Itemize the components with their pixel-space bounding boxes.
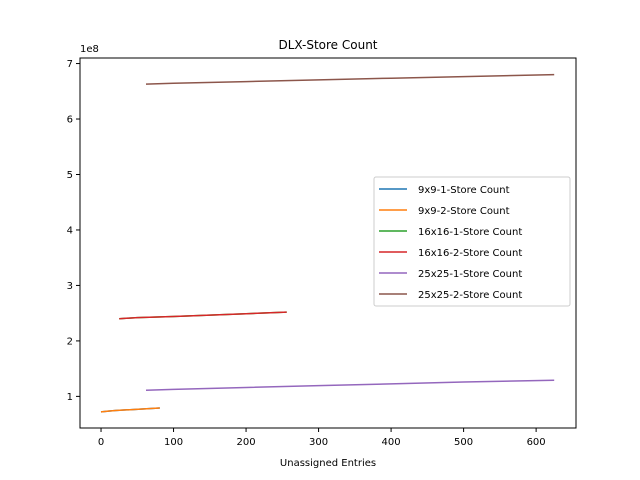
y-tick-label: 4 <box>67 225 73 236</box>
x-tick-label: 100 <box>164 437 183 448</box>
legend: 9x9-1-Store Count 9x9-2-Store Count 16x16-… <box>373 176 571 307</box>
plot-frame <box>79 57 577 429</box>
x-tick-label: 400 <box>382 437 401 448</box>
y-tick-label: 3 <box>67 281 73 292</box>
series-line <box>119 311 287 320</box>
legend-label: 25x25-2-Store Count <box>418 290 522 301</box>
legend-label: 25x25-1-Store Count <box>418 269 522 280</box>
legend-label: 9x9-2-Store Count <box>418 206 510 217</box>
y-multiplier-label: 1e8 <box>80 44 99 55</box>
y-tick-label: 2 <box>67 336 73 347</box>
legend-label: 9x9-1-Store Count <box>418 185 510 196</box>
y-tick-label: 1 <box>67 392 73 403</box>
legend-label: 16x16-2-Store Count <box>418 248 522 259</box>
x-tick-label: 0 <box>98 437 104 448</box>
y-tick-label: 7 <box>67 59 73 70</box>
x-tick-label: 600 <box>527 437 546 448</box>
x-tick-label: 300 <box>309 437 328 448</box>
plot-area <box>100 73 555 413</box>
x-tick-label: 200 <box>237 437 256 448</box>
y-axis: 1 2 3 4 5 6 7 <box>67 59 80 403</box>
series-line <box>145 73 555 85</box>
y-tick-label: 6 <box>67 115 73 126</box>
series-line <box>100 407 160 413</box>
x-tick-label: 500 <box>454 437 473 448</box>
legend-label: 16x16-1-Store Count <box>418 227 522 238</box>
chart-title: DLX-Store Count <box>278 38 377 52</box>
y-tick-label: 5 <box>67 170 73 181</box>
legend-box <box>373 176 571 307</box>
x-axis-title: Unassigned Entries <box>280 458 376 469</box>
x-axis: 0 100 200 300 400 500 600 <box>98 428 546 448</box>
series-line <box>145 379 555 392</box>
